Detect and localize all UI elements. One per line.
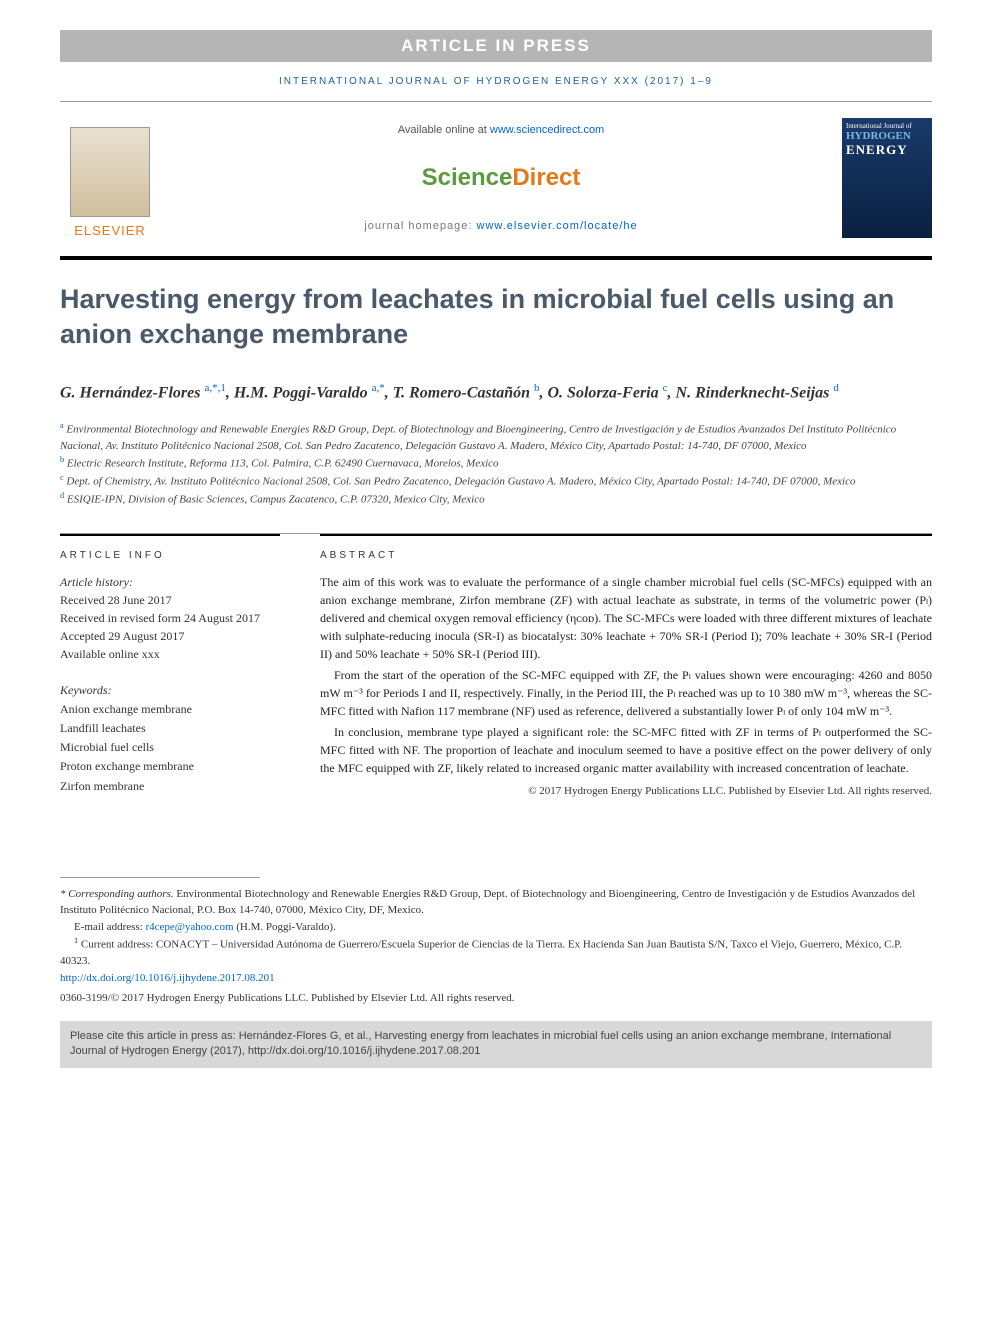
elsevier-logo: ELSEVIER xyxy=(60,118,160,238)
keywords-label: Keywords: xyxy=(60,681,280,700)
email-line: E-mail address: r4cepe@yahoo.com (H.M. P… xyxy=(60,919,932,936)
article-info-heading: ARTICLE INFO xyxy=(60,550,280,561)
current-address-note: 1 Current address: CONACYT – Universidad… xyxy=(60,935,932,970)
footnotes-block: * Corresponding authors. Environmental B… xyxy=(60,886,932,1007)
journal-homepage-text: journal homepage: www.elsevier.com/locat… xyxy=(180,220,822,232)
abstract-para-3: In conclusion, membrane type played a si… xyxy=(320,723,932,777)
corresponding-email-link[interactable]: r4cepe@yahoo.com xyxy=(145,921,233,933)
issn-line: 0360-3199/© 2017 Hydrogen Energy Publica… xyxy=(60,990,932,1007)
elsevier-tree-icon xyxy=(70,127,150,217)
revised-date: Received in revised form 24 August 2017 xyxy=(60,609,280,627)
sciencedirect-link[interactable]: www.sciencedirect.com xyxy=(490,124,604,136)
keywords-list: Anion exchange membraneLandfill leachate… xyxy=(60,700,280,796)
doi-link[interactable]: http://dx.doi.org/10.1016/j.ijhydene.201… xyxy=(60,972,275,984)
article-info-column: ARTICLE INFO Article history: Received 2… xyxy=(60,534,280,797)
article-in-press-banner: ARTICLE IN PRESS xyxy=(60,30,932,62)
journal-cover-thumbnail: International Journal of HYDROGEN ENERGY xyxy=(842,118,932,238)
citation-box: Please cite this article in press as: He… xyxy=(60,1021,932,1068)
journal-header: ELSEVIER Available online at www.science… xyxy=(60,101,932,260)
article-title: Harvesting energy from leachates in micr… xyxy=(60,282,932,352)
affiliations-block: a Environmental Biotechnology and Renewa… xyxy=(60,420,932,509)
abstract-para-1: The aim of this work was to evaluate the… xyxy=(320,573,932,663)
available-online-text: Available online at www.sciencedirect.co… xyxy=(180,124,822,136)
journal-homepage-link[interactable]: www.elsevier.com/locate/he xyxy=(477,220,638,232)
abstract-heading: ABSTRACT xyxy=(320,550,932,561)
footnote-separator xyxy=(60,877,260,878)
online-date: Available online xxx xyxy=(60,645,280,663)
abstract-text: The aim of this work was to evaluate the… xyxy=(320,573,932,777)
elsevier-label: ELSEVIER xyxy=(74,223,146,238)
sciencedirect-logo: ScienceDirect xyxy=(180,164,822,192)
accepted-date: Accepted 29 August 2017 xyxy=(60,627,280,645)
history-label: Article history: xyxy=(60,573,280,591)
received-date: Received 28 June 2017 xyxy=(60,591,280,609)
corresponding-author-note: * Corresponding authors. Environmental B… xyxy=(60,886,932,919)
abstract-para-2: From the start of the operation of the S… xyxy=(320,666,932,720)
abstract-copyright: © 2017 Hydrogen Energy Publications LLC.… xyxy=(320,785,932,797)
abstract-column: ABSTRACT The aim of this work was to eva… xyxy=(320,534,932,797)
journal-reference: INTERNATIONAL JOURNAL OF HYDROGEN ENERGY… xyxy=(60,62,932,101)
author-list: G. Hernández-Flores a,*,1, H.M. Poggi-Va… xyxy=(60,380,932,405)
